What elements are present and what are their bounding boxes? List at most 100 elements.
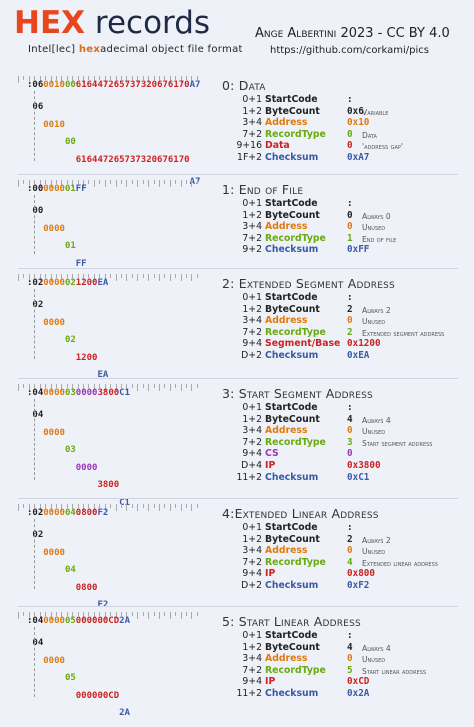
hex-part: : [27,508,33,518]
hex-field-piece: 04 [32,410,44,420]
section-divider [18,378,458,379]
field-value: 2 [347,303,353,315]
field-note: Start segment address [362,438,433,448]
hex-part: : [27,184,33,194]
field-name: RecordType [265,128,326,140]
hex-part: 0800 [75,508,98,518]
field-row: 7+2 RecordType 4 Extended linear address [222,557,462,568]
hex-ruler [18,180,218,188]
field-offset: D+2 [241,350,262,361]
offset-marker [34,627,36,697]
field-value: 0x10 [347,117,370,129]
page-title: HEX records [14,4,210,42]
hex-part: 000000CD [75,616,120,626]
field-offset: 7+2 [242,232,262,244]
field-offset: 1+2 [242,533,262,545]
field-offset: 1+2 [242,413,262,425]
hex-part: 3800 [97,388,120,398]
source-url[interactable]: https://github.com/corkami/pics [270,45,430,56]
field-offset: 9+4 [242,448,262,460]
hex-part: 02 [32,508,44,518]
field-offset: 9+4 [242,676,262,688]
field-row: 9+4 Segment/Base 0x1200 [222,338,462,349]
hex-field-piece: 0000 [75,462,98,473]
field-name: ByteCount [265,533,320,545]
field-offset: 7+2 [242,436,262,448]
field-row: 1+2 ByteCount 4 Always 4 [222,642,462,653]
hex-ruler [18,504,218,512]
section-divider [18,174,458,175]
field-row: 11+2 Checksum 0x2A [222,688,462,699]
field-offset: 0+1 [242,292,262,303]
field-row: 1F+2 Checksum 0xA7 [222,152,462,163]
field-name: Checksum [265,580,319,591]
section-divider [18,268,458,269]
field-name: RecordType [265,664,326,676]
hex-part: 06 [32,80,44,90]
field-row: 0+1 StartCode: [222,402,462,413]
field-value: 4 [347,641,353,653]
field-offset: 7+2 [242,556,262,568]
field-row: 9+16 Data 0 'address gap' [222,140,462,151]
field-offset: 1F+2 [237,152,262,163]
hex-ruler [18,76,218,84]
hex-record-line: :00000001FF [27,184,87,195]
field-row: 1+2 ByteCount 2 Always 2 [222,534,462,545]
field-name: RecordType [265,556,326,568]
hex-part: C1 [119,388,131,398]
hex-part: 1200 [75,278,98,288]
field-row: 3+4 Address 0 Unused [222,425,462,436]
section-divider [18,498,458,499]
hex-field-piece: 02 [32,300,44,310]
field-row: D+2 Checksum 0xEA [222,350,462,361]
field-value: : [347,198,353,209]
field-row: 3+4 Address 0x10 [222,117,462,128]
subtitle-pre: Intel[lec] [28,44,79,55]
hex-field-piece: 02 [64,335,76,346]
hex-part: FF [75,184,87,194]
field-name: StartCode [265,402,318,413]
subtitle-post: adecimal object file format [100,44,243,55]
field-name: RecordType [265,326,326,338]
hex-part: 04 [32,388,44,398]
hex-field-piece: 2A [119,708,130,719]
hex-part: 00 [64,80,76,90]
field-name: Checksum [265,471,319,483]
field-row: 0+1 StartCode: [222,630,462,641]
field-offset: 3+4 [242,117,262,129]
field-value: 4 [347,413,353,425]
offset-marker [34,289,36,359]
section-title: 0: Data [222,78,266,93]
field-name: ByteCount [265,303,320,315]
section-title: 4:Extended Linear Address [222,506,379,521]
field-offset: 9+4 [242,568,262,580]
hex-record-line: :0400000300003800C1 [27,388,130,399]
hex-field-piece: 616447265737320676170 [75,154,190,165]
field-value: 0x6 [347,105,364,117]
field-row: 1+2 ByteCount 2 Always 2 [222,304,462,315]
field-name: Segment/Base [265,338,341,350]
hex-field-piece: C1 [119,498,130,508]
field-name: RecordType [265,232,326,244]
field-row: 0+1 StartCode: [222,522,462,533]
field-name: CS [265,448,279,460]
hex-part: 0010 [43,80,65,90]
title-hex: HEX [14,5,86,41]
field-note: Always 2 [362,535,391,545]
hex-field-piece: EA [97,370,109,381]
field-offset: 9+16 [236,140,262,152]
field-note: Always 0 [362,211,391,221]
section-title: 3: Start Segment Address [222,386,373,401]
field-offset: D+4 [241,460,262,471]
hex-ruler [18,612,218,620]
field-name: Address [265,221,308,233]
section-title: 5: Start Linear Address [222,614,361,629]
field-row: 1+2 ByteCount 0x6 Variable [222,106,462,117]
field-row: 3+4 Address 0 Unused [222,221,462,232]
field-row: 7+2 RecordType 0 Data [222,129,462,140]
field-name: Checksum [265,350,319,361]
field-value: 0 [347,315,353,327]
offset-marker [34,399,36,480]
field-note: Extended linear address [362,558,438,568]
hex-part: 0000 [43,278,65,288]
